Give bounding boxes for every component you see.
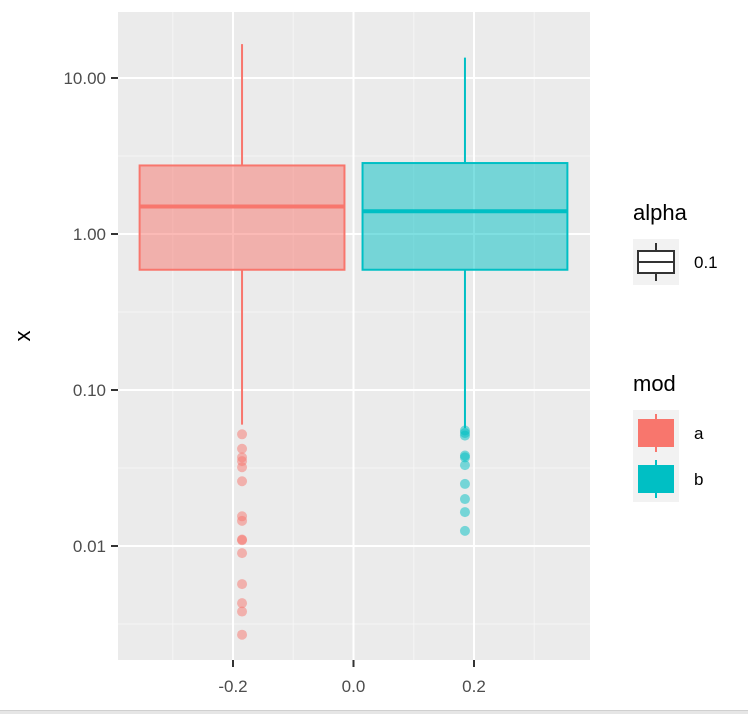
legend-key-box — [638, 465, 674, 493]
legend-mod: mod a b — [633, 371, 704, 502]
box-b — [361, 57, 569, 536]
outlier-point — [237, 579, 248, 590]
x-tick-label: -0.2 — [218, 677, 247, 696]
legend-key-a: a — [633, 410, 704, 456]
outlier-point — [459, 507, 470, 518]
x-tick-label: 0.0 — [342, 677, 366, 696]
outlier-point — [237, 515, 248, 526]
outlier-point — [459, 494, 470, 505]
outlier-point — [237, 443, 248, 454]
box-series — [138, 44, 569, 640]
outlier-point — [459, 478, 470, 489]
box-body — [138, 164, 346, 271]
y-tick-label: 10.00 — [63, 69, 106, 88]
legend-key-box — [638, 419, 674, 447]
legend-label: 0.1 — [694, 253, 718, 272]
box-a — [138, 44, 346, 640]
y-tick-label: 0.10 — [73, 381, 106, 400]
y-tick-label: 0.01 — [73, 537, 106, 556]
y-axis: 10.00 1.00 0.10 0.01 — [63, 69, 118, 556]
outlier-point — [237, 476, 248, 487]
legend-label: b — [694, 470, 703, 489]
legend-alpha: alpha 0.1 — [633, 200, 718, 285]
box-body — [361, 162, 569, 271]
outlier-point — [237, 429, 248, 440]
outlier-point — [459, 430, 470, 441]
x-tick-label: 0.2 — [462, 677, 486, 696]
legend-key-b: b — [633, 456, 703, 502]
outlier-point — [459, 452, 470, 463]
outlier-point — [237, 548, 248, 559]
legend-title: mod — [633, 371, 676, 396]
legend-label: a — [694, 424, 704, 443]
outlier-point — [237, 629, 248, 640]
y-axis-title: x — [10, 331, 35, 342]
legend-key-0.1: 0.1 — [633, 239, 718, 285]
outlier-point — [237, 462, 248, 473]
legend: alpha 0.1 mod a b — [633, 200, 718, 502]
outlier-point — [459, 525, 470, 536]
outlier-point — [459, 460, 470, 471]
outlier-point — [237, 535, 248, 546]
x-axis: -0.2 0.0 0.2 — [218, 660, 486, 696]
y-tick-label: 1.00 — [73, 225, 106, 244]
outlier-point — [237, 606, 248, 617]
bottom-rule — [0, 710, 748, 714]
outlier-point — [237, 598, 248, 609]
legend-title: alpha — [633, 200, 688, 225]
